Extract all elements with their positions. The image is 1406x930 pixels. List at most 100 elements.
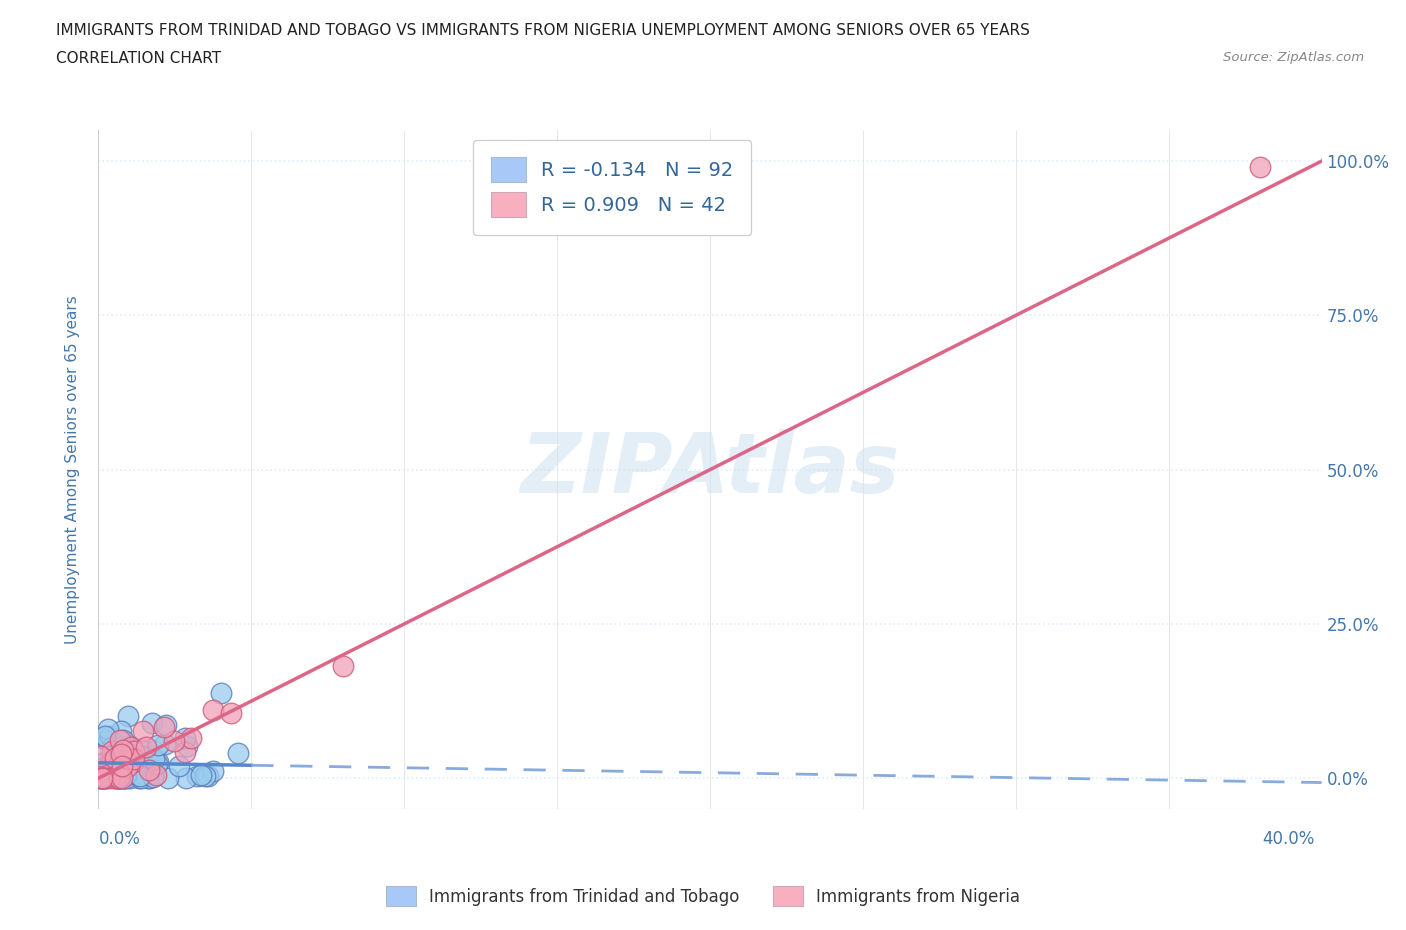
Point [110, 753, 132, 768]
Point [111, 771, 134, 786]
Point [100, 743, 122, 758]
Point [107, 761, 129, 776]
Point [89, 749, 111, 764]
Point [118, 771, 141, 786]
Point [111, 733, 134, 748]
Point [104, 771, 127, 786]
Point [93, 771, 115, 786]
Point [174, 744, 197, 759]
Point [114, 771, 136, 786]
Point [1250, 160, 1272, 175]
Y-axis label: Unemployment Among Seniors over 65 years: Unemployment Among Seniors over 65 years [65, 296, 80, 644]
Point [98, 728, 121, 743]
Point [96, 766, 118, 781]
Point [104, 771, 127, 786]
Text: IMMIGRANTS FROM TRINIDAD AND TOBAGO VS IMMIGRANTS FROM NIGERIA UNEMPLOYMENT AMON: IMMIGRANTS FROM TRINIDAD AND TOBAGO VS I… [56, 23, 1031, 38]
Point [120, 751, 142, 766]
Point [190, 767, 212, 782]
Point [332, 658, 354, 673]
Point [90, 731, 112, 746]
Point [142, 770, 165, 785]
Point [110, 750, 132, 764]
Point [101, 756, 124, 771]
Point [120, 739, 142, 754]
Point [110, 739, 132, 754]
Point [90, 771, 112, 786]
Point [90, 768, 112, 783]
Point [127, 759, 149, 774]
Point [221, 706, 243, 721]
Point [108, 764, 131, 779]
Point [103, 755, 125, 770]
Point [90, 765, 112, 780]
Point [91, 761, 114, 776]
Point [134, 761, 156, 776]
Point [89, 771, 111, 786]
Point [146, 754, 169, 769]
Point [121, 739, 143, 754]
Point [201, 764, 224, 778]
Point [145, 767, 167, 782]
Point [110, 747, 132, 762]
Text: 40.0%: 40.0% [1263, 830, 1315, 847]
Point [91, 771, 114, 786]
Point [96, 760, 118, 775]
Point [93, 763, 115, 777]
Point [97, 734, 120, 749]
Point [201, 702, 224, 717]
Point [138, 763, 160, 777]
Point [98, 769, 121, 784]
Point [89, 766, 111, 781]
Point [94, 728, 117, 743]
Point [180, 731, 202, 746]
Point [112, 771, 135, 786]
Point [111, 771, 134, 786]
Point [101, 739, 124, 754]
Point [104, 744, 127, 759]
Point [129, 742, 152, 757]
Point [104, 748, 127, 763]
Point [112, 771, 135, 786]
Point [176, 771, 198, 786]
Point [167, 759, 190, 774]
Point [146, 737, 169, 752]
Point [93, 771, 115, 786]
Text: 0.0%: 0.0% [98, 830, 141, 847]
Point [155, 718, 177, 733]
Point [108, 733, 131, 748]
Point [194, 768, 217, 783]
Point [94, 771, 117, 786]
Text: ZIPAtlas: ZIPAtlas [520, 429, 900, 511]
Point [97, 722, 120, 737]
Point [135, 740, 157, 755]
Point [128, 769, 150, 784]
Point [93, 771, 115, 786]
Point [209, 685, 232, 700]
Point [115, 755, 138, 770]
Point [107, 771, 129, 786]
Point [90, 771, 112, 786]
Point [146, 757, 169, 772]
Point [117, 708, 139, 723]
Point [111, 741, 134, 756]
Text: CORRELATION CHART: CORRELATION CHART [56, 51, 221, 66]
Point [104, 751, 127, 765]
Point [186, 769, 208, 784]
Point [114, 768, 136, 783]
Text: Source: ZipAtlas.com: Source: ZipAtlas.com [1223, 51, 1364, 64]
Point [110, 768, 132, 783]
Point [93, 761, 115, 776]
Point [228, 745, 250, 760]
Point [110, 751, 132, 766]
Point [174, 731, 197, 746]
Point [124, 760, 146, 775]
Point [96, 763, 118, 777]
Point [111, 758, 134, 773]
Point [153, 720, 176, 735]
Point [112, 734, 135, 749]
Point [114, 761, 136, 776]
Point [197, 768, 219, 783]
Point [112, 742, 135, 757]
Point [105, 744, 128, 759]
Point [135, 764, 157, 779]
